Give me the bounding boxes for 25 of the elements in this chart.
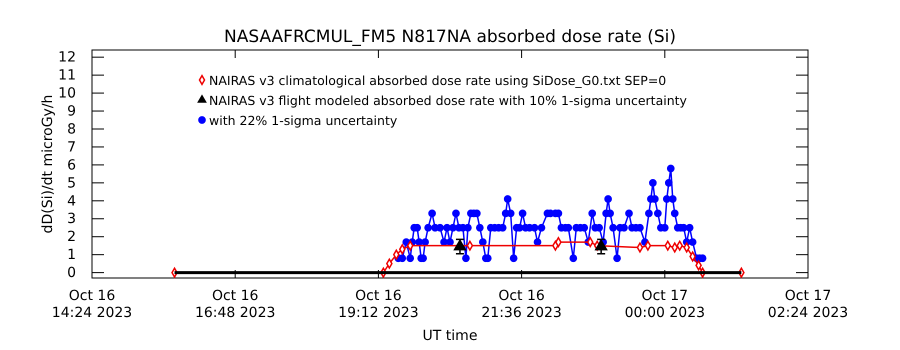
x-tick-label: Oct 16 19:12 2023 — [338, 288, 419, 321]
y-tick-label: 8 — [67, 121, 76, 138]
x-tick-label: Oct 17 02:24 2023 — [768, 288, 848, 321]
chart-title: NASAAFRCMUL_FM5 N817NA absorbed dose rate (Si) — [224, 27, 676, 47]
y-tick-label: 11 — [58, 68, 76, 84]
y-tick-label: 4 — [67, 193, 76, 210]
y-tick-label: 12 — [58, 50, 76, 66]
y-axis-title: dD(Si)/dt microGy/h — [40, 94, 56, 234]
x-tick-label: Oct 16 14:24 2023 — [52, 288, 132, 321]
y-tick-label: 6 — [67, 157, 76, 174]
legend-label: NAIRAS v3 climatological absorbed dose rate using SiDose_G0.txt SEP=0 — [209, 73, 666, 88]
y-tick-label: 9 — [67, 104, 76, 120]
legend-label: with 22% 1-sigma uncertainty — [209, 113, 398, 128]
x-tick-label: Oct 17 00:00 2023 — [624, 288, 706, 321]
y-tick-label: 1 — [67, 247, 76, 264]
x-tick-label: Oct 16 16:48 2023 — [194, 288, 276, 321]
y-tick-label: 3 — [67, 211, 76, 228]
y-tick-label: 2 — [67, 229, 76, 246]
x-axis-title: UT time — [422, 328, 478, 344]
y-tick-label: 7 — [67, 139, 76, 156]
y-tick-label: 10 — [58, 86, 76, 102]
legend-label: NAIRAS v3 flight modeled absorbed dose rate with 10% 1-sigma uncertainty — [209, 93, 688, 108]
y-tick-label: 0 — [67, 265, 76, 282]
y-tick-label: 5 — [67, 175, 76, 192]
x-tick-label: Oct 16 21:36 2023 — [481, 288, 562, 321]
